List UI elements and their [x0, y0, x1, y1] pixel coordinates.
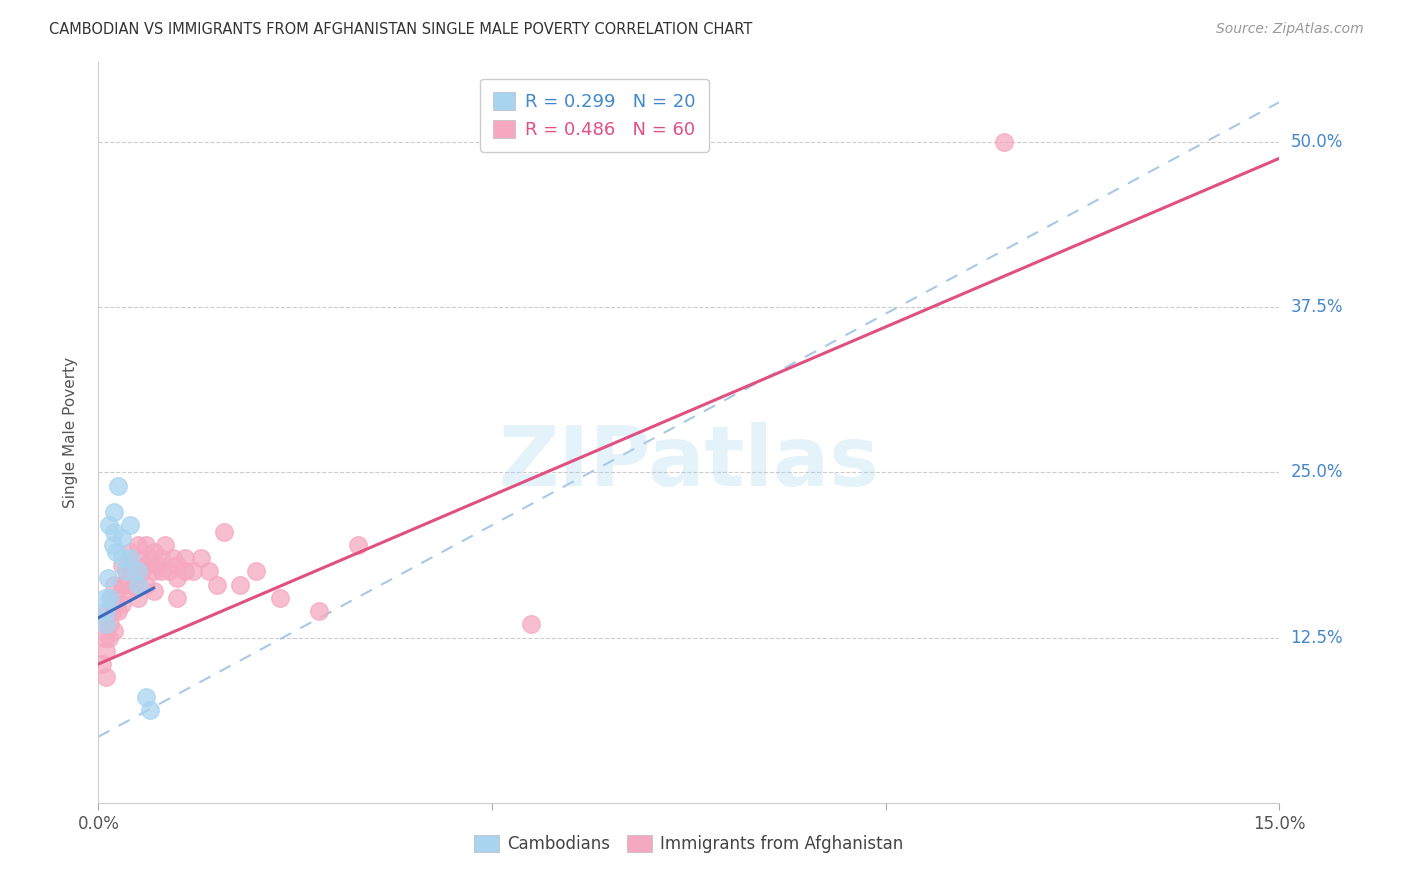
Point [190, 551, 212, 566]
Point [96, 670, 118, 684]
Point [97, 604, 120, 618]
Point [97, 518, 120, 533]
Point [166, 558, 188, 572]
Legend: Cambodians, Immigrants from Afghanistan: Cambodians, Immigrants from Afghanistan [465, 826, 912, 861]
Point [111, 598, 134, 612]
Point [118, 544, 141, 558]
Point [520, 617, 543, 632]
Point [121, 558, 143, 572]
Point [174, 551, 197, 566]
Text: 37.5%: 37.5% [1291, 298, 1343, 316]
Point [118, 565, 141, 579]
Point [103, 577, 125, 591]
Point [118, 551, 141, 566]
Text: ZIPatlas: ZIPatlas [499, 422, 879, 503]
Point [101, 538, 124, 552]
Point [135, 538, 157, 552]
Point [104, 591, 127, 605]
Point [111, 551, 134, 566]
Point [122, 577, 145, 591]
Point [131, 565, 153, 579]
Point [127, 538, 149, 552]
Point [115, 565, 138, 579]
Point [127, 571, 149, 585]
Point [103, 505, 125, 519]
Point [127, 551, 149, 566]
Point [174, 565, 197, 579]
Point [150, 551, 173, 566]
Point [97, 631, 120, 645]
Point [138, 703, 160, 717]
Point [205, 577, 228, 591]
Text: 12.5%: 12.5% [1291, 629, 1343, 647]
Text: CAMBODIAN VS IMMIGRANTS FROM AFGHANISTAN SINGLE MALE POVERTY CORRELATION CHART: CAMBODIAN VS IMMIGRANTS FROM AFGHANISTAN… [49, 22, 752, 37]
Point [103, 624, 125, 638]
Point [155, 538, 177, 552]
Point [127, 591, 149, 605]
Point [96, 644, 118, 658]
Point [142, 544, 165, 558]
Point [993, 135, 1015, 149]
Point [107, 478, 129, 492]
Point [166, 571, 188, 585]
Point [103, 524, 125, 539]
Point [98, 617, 121, 632]
Point [229, 577, 252, 591]
Point [138, 551, 160, 566]
Point [96, 617, 118, 632]
Point [135, 577, 157, 591]
Point [166, 591, 188, 605]
Text: 50.0%: 50.0% [1291, 133, 1343, 151]
Point [118, 584, 141, 599]
Point [197, 565, 219, 579]
Point [112, 577, 135, 591]
Point [127, 577, 149, 591]
Point [115, 565, 138, 579]
Point [98, 591, 121, 605]
Point [93, 631, 115, 645]
Point [111, 577, 134, 591]
Point [135, 558, 157, 572]
Point [93, 591, 115, 605]
Point [111, 532, 134, 546]
Point [96, 617, 118, 632]
Text: 25.0%: 25.0% [1291, 463, 1343, 482]
Point [104, 544, 127, 558]
Point [142, 565, 165, 579]
Text: Source: ZipAtlas.com: Source: ZipAtlas.com [1216, 22, 1364, 37]
Point [127, 565, 149, 579]
Point [157, 565, 180, 579]
Point [96, 604, 118, 618]
Point [101, 604, 124, 618]
Point [150, 565, 173, 579]
Point [107, 604, 129, 618]
Point [245, 565, 267, 579]
Point [142, 584, 165, 599]
Point [181, 565, 204, 579]
Point [214, 524, 236, 539]
Point [103, 598, 125, 612]
Point [162, 551, 184, 566]
Point [308, 604, 330, 618]
Point [111, 558, 134, 572]
Point [146, 558, 169, 572]
Point [269, 591, 291, 605]
Point [98, 591, 121, 605]
Y-axis label: Single Male Poverty: Single Male Poverty [63, 357, 77, 508]
Point [347, 538, 370, 552]
Point [91, 657, 114, 671]
Point [118, 518, 141, 533]
Point [97, 571, 120, 585]
Point [135, 690, 157, 704]
